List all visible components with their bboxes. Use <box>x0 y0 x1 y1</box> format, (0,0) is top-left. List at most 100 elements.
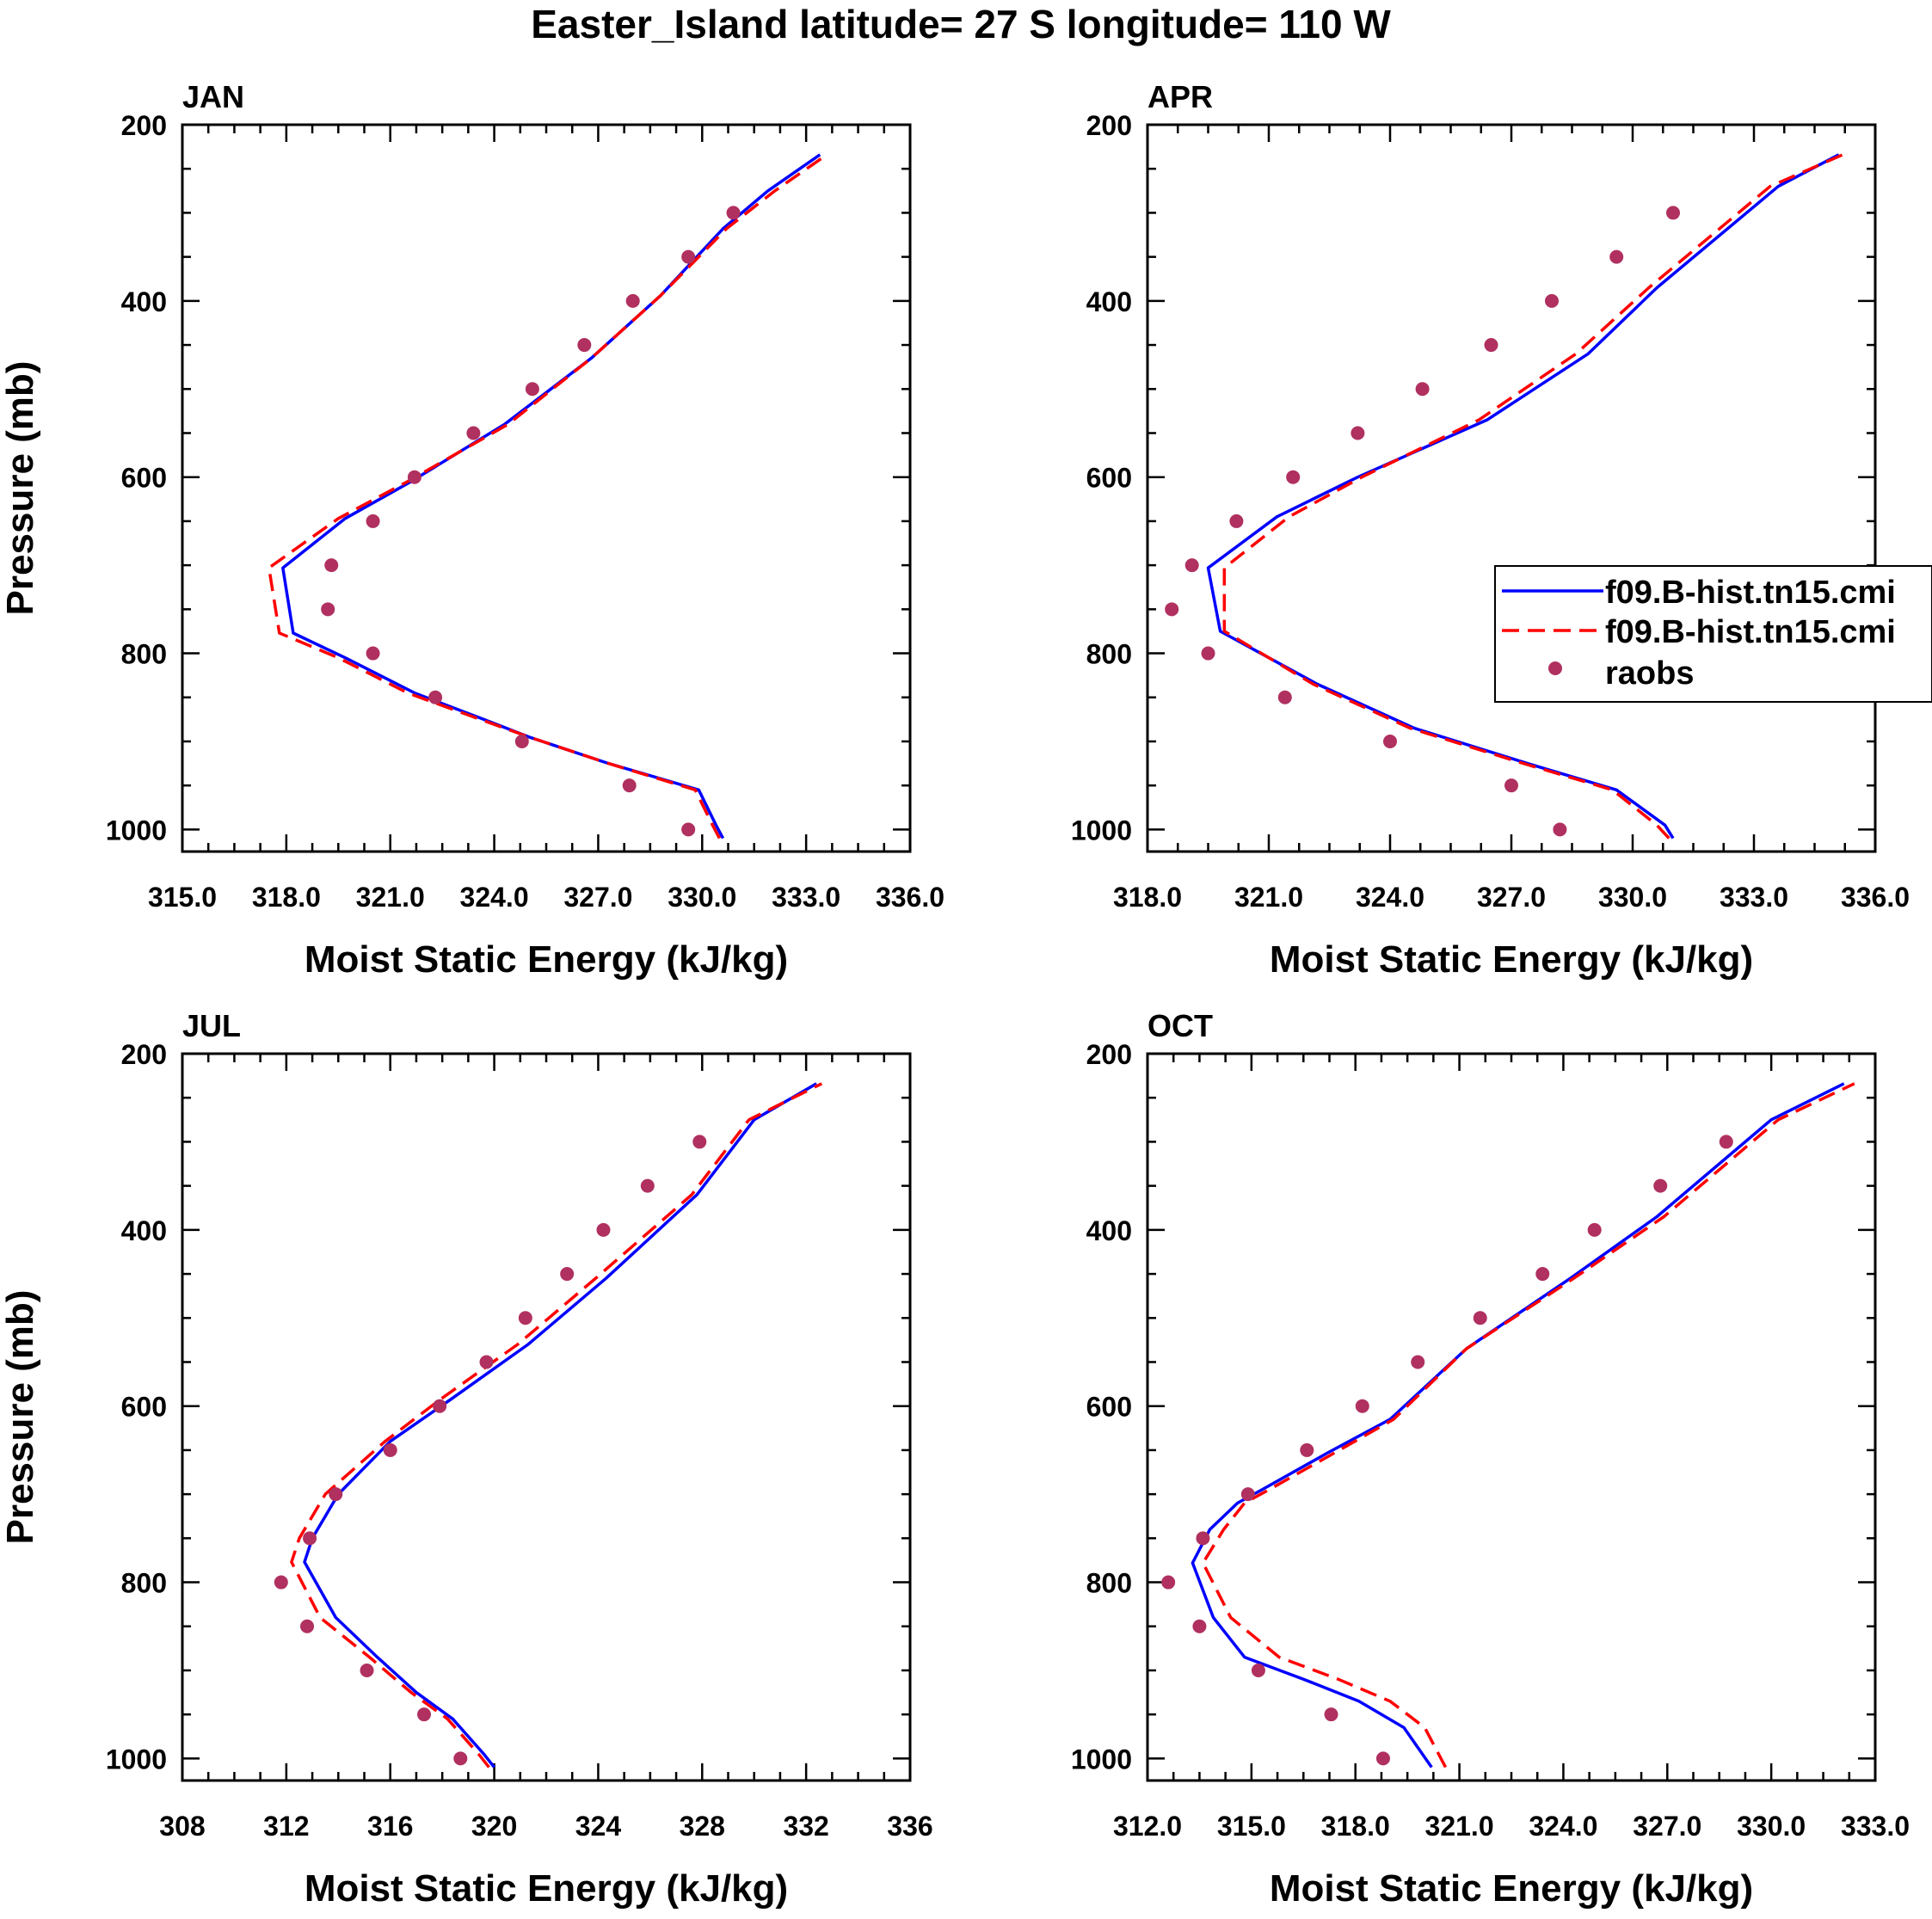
raobs-point <box>366 514 380 528</box>
y-tick-label: 800 <box>121 639 167 670</box>
raobs-point <box>416 1707 431 1722</box>
y-tick-label: 800 <box>1086 1568 1132 1599</box>
raobs-point <box>1411 1355 1425 1369</box>
series-line-dashed <box>1201 1082 1855 1768</box>
x-tick-label: 336.0 <box>876 882 944 913</box>
x-tick-label: 315.0 <box>1217 1811 1286 1842</box>
raobs-point <box>479 1355 494 1369</box>
raobs-point <box>366 646 380 661</box>
raobs-point <box>1355 1399 1369 1413</box>
raobs-point <box>1504 778 1518 793</box>
y-axis-label: Pressure (mb) <box>0 361 41 616</box>
raobs-point <box>726 206 741 220</box>
x-tick-label: 320 <box>471 1811 517 1842</box>
raobs-point <box>525 382 539 397</box>
raobs-point <box>274 1575 288 1590</box>
y-tick-label: 400 <box>1086 286 1132 317</box>
raobs-point <box>1535 1267 1550 1282</box>
x-tick-label: 336 <box>887 1811 932 1842</box>
y-tick-label: 800 <box>121 1568 167 1599</box>
y-tick-label: 600 <box>121 1392 167 1423</box>
legend-marker-raobs <box>1548 661 1562 675</box>
x-tick-label: 312.0 <box>1113 1811 1182 1842</box>
x-axis-label: Moist Static Energy (kJ/kg) <box>305 1867 788 1910</box>
x-axis-label: Moist Static Energy (kJ/kg) <box>305 938 788 981</box>
raobs-point <box>1553 822 1567 837</box>
raobs-point <box>1473 1311 1487 1325</box>
x-axis-label: Moist Static Energy (kJ/kg) <box>1270 1867 1753 1910</box>
raobs-point <box>1609 249 1624 264</box>
panel-title: JUL <box>182 1008 241 1043</box>
x-tick-label: 324.0 <box>1529 1811 1597 1842</box>
y-tick-label: 400 <box>1086 1215 1132 1246</box>
raobs-point <box>300 1619 315 1633</box>
y-tick-label: 200 <box>1086 1039 1132 1070</box>
x-tick-label: 332 <box>783 1811 828 1842</box>
x-tick-label: 316 <box>367 1811 413 1842</box>
raobs-point <box>560 1267 575 1282</box>
raobs-point <box>1383 734 1397 748</box>
raobs-point <box>1351 426 1365 440</box>
raobs-point <box>577 338 592 353</box>
plot-frame <box>181 1052 912 1782</box>
x-tick-label: 308 <box>159 1811 205 1842</box>
raobs-point <box>518 1311 532 1325</box>
y-tick-label: 400 <box>121 1215 167 1246</box>
raobs-point <box>321 602 335 617</box>
x-tick-label: 321.0 <box>1425 1811 1494 1842</box>
y-axis-label: Pressure (mb) <box>0 1290 41 1545</box>
x-tick-label: 327.0 <box>1633 1811 1701 1842</box>
y-tick-label: 600 <box>1086 1392 1132 1423</box>
x-tick-label: 330.0 <box>1737 1811 1806 1842</box>
panel-title: OCT <box>1148 1008 1213 1043</box>
x-tick-label: 324.0 <box>1356 882 1424 913</box>
raobs-point <box>466 426 481 440</box>
raobs-point <box>1484 338 1498 353</box>
raobs-point <box>1196 1531 1210 1546</box>
y-tick-label: 800 <box>1086 639 1132 670</box>
raobs-point <box>324 558 339 573</box>
raobs-point <box>1587 1222 1602 1237</box>
panel-apr: APR 318.0 321.0 324.0 327.0 330.0 333.0 336.0 20… <box>1071 79 1910 981</box>
y-tick-label: 600 <box>1086 463 1132 494</box>
series-line-dashed <box>267 153 828 840</box>
x-tick-label: 321.0 <box>356 882 425 913</box>
x-tick-label: 312 <box>263 1811 309 1842</box>
series-line-solid <box>1206 153 1840 840</box>
series-line-solid <box>1191 1082 1845 1768</box>
raobs-point <box>383 1442 397 1457</box>
y-tick-label: 600 <box>121 463 167 494</box>
raobs-point <box>640 1178 655 1193</box>
raobs-point <box>1277 690 1292 704</box>
x-axis-label: Moist Static Energy (kJ/kg) <box>1270 938 1753 981</box>
y-tick-label: 1000 <box>106 1744 167 1774</box>
raobs-point <box>1161 1575 1176 1590</box>
x-tick-label: 327.0 <box>1477 882 1546 913</box>
raobs-point <box>453 1751 468 1766</box>
x-tick-label: 333.0 <box>1720 882 1788 913</box>
legend-label: raobs <box>1605 655 1694 692</box>
y-tick-label: 400 <box>121 286 167 317</box>
panel-jan: JAN 315.0 318.0 321.0 324.0 327.0 330.0 333.0 33… <box>0 79 944 981</box>
raobs-point <box>360 1663 374 1677</box>
y-tick-label: 200 <box>1086 110 1132 141</box>
panel-oct: OCT 312.0 315.0 318.0 321.0 324.0 327.0 330.0 33… <box>1071 1008 1910 1910</box>
y-tick-label: 1000 <box>1071 815 1132 846</box>
raobs-point <box>303 1531 317 1546</box>
figure-title: Easter_Island latitude= 27 S longitude= … <box>531 2 1391 46</box>
series-line-dashed <box>1222 153 1844 840</box>
x-tick-label: 321.0 <box>1234 882 1303 913</box>
panels: JAN 315.0 318.0 321.0 324.0 327.0 330.0 333.0 33… <box>0 79 1910 1910</box>
raobs-point <box>681 822 696 837</box>
series-line-solid <box>303 1082 818 1768</box>
raobs-point <box>514 734 529 748</box>
x-tick-label: 333.0 <box>1841 1811 1910 1842</box>
raobs-point <box>1666 206 1680 220</box>
x-tick-label: 327.0 <box>563 882 632 913</box>
x-tick-label: 324 <box>575 1811 622 1842</box>
legend-box <box>1494 565 1932 703</box>
raobs-point <box>1415 382 1430 397</box>
x-tick-label: 315.0 <box>148 882 217 913</box>
legend-label: f09.B-hist.tn15.cmi <box>1605 575 1896 611</box>
